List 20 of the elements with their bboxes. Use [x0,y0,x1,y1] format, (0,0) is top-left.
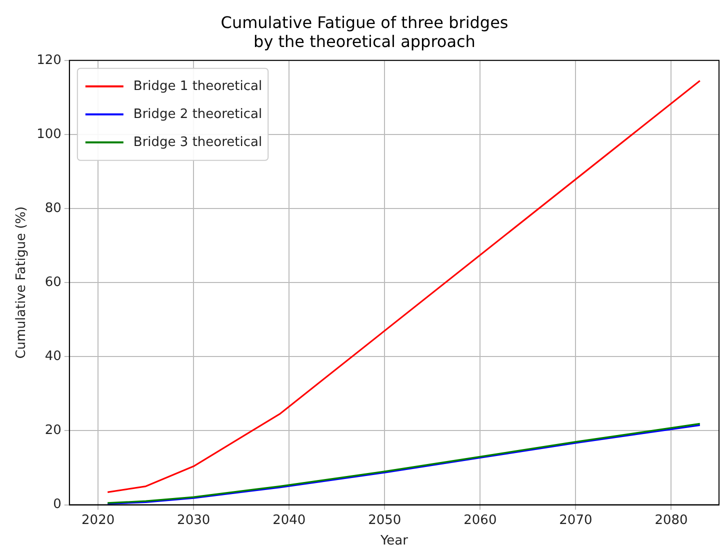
y-tick-label: 20 [44,423,62,438]
x-tick-label: 2060 [464,512,497,528]
y-tick-label: 60 [44,274,62,290]
x-tick-label: 2020 [82,512,115,528]
y-axis-title: Cumulative Fatigue (%) [14,206,30,359]
x-axis-title: Year [379,534,409,549]
x-tick-label: 2080 [654,512,688,528]
legend-label: Bridge 3 theoretical [133,134,262,150]
x-tick-label: 2070 [559,512,592,528]
chart-title: Cumulative Fatigue of three bridges by the theoretical approach [220,12,508,51]
y-tick-label: 120 [36,52,62,68]
x-tick-label: 2030 [177,512,210,528]
x-tick-label: 2050 [368,512,402,528]
x-tick-label: 2040 [272,512,306,528]
y-tick-label: 0 [53,497,62,512]
legend-label: Bridge 1 theoretical [133,78,262,94]
legend-label: Bridge 2 theoretical [133,106,262,122]
y-tick-label: 80 [44,200,62,216]
y-tick-label: 40 [44,349,62,364]
y-tick-label: 100 [36,126,62,142]
